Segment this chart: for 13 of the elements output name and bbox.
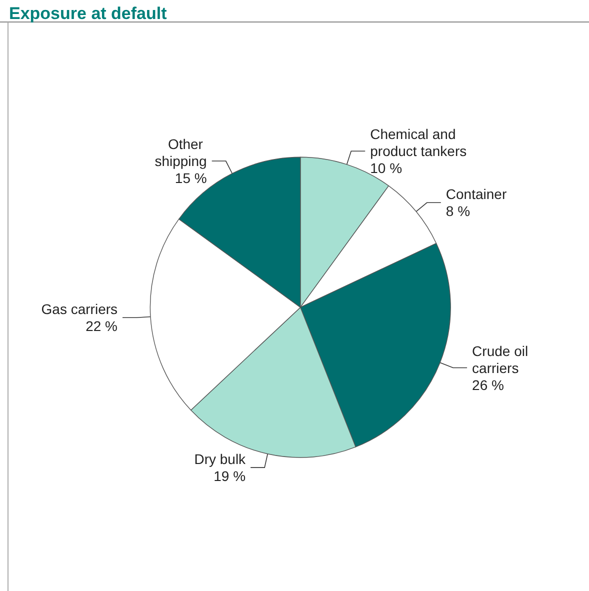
slice-label: Dry bulk (194, 451, 247, 468)
slice-label: Other shipping (154, 136, 207, 170)
data-label: 19 % (214, 468, 246, 484)
data-label: 15 % (174, 170, 207, 186)
slice-label: Gas carriers (41, 301, 118, 318)
slice-label: Container (446, 186, 507, 202)
slice-label: Chemical and product tankers (370, 126, 467, 160)
data-label: 10 % (370, 160, 402, 176)
data-label: 22 % (86, 318, 118, 334)
slice-label: Crude oil carriers (472, 342, 532, 376)
data-label: 26 % (472, 376, 504, 393)
data-label: 8 % (446, 203, 470, 220)
chart-title: Exposure at default (9, 4, 168, 23)
